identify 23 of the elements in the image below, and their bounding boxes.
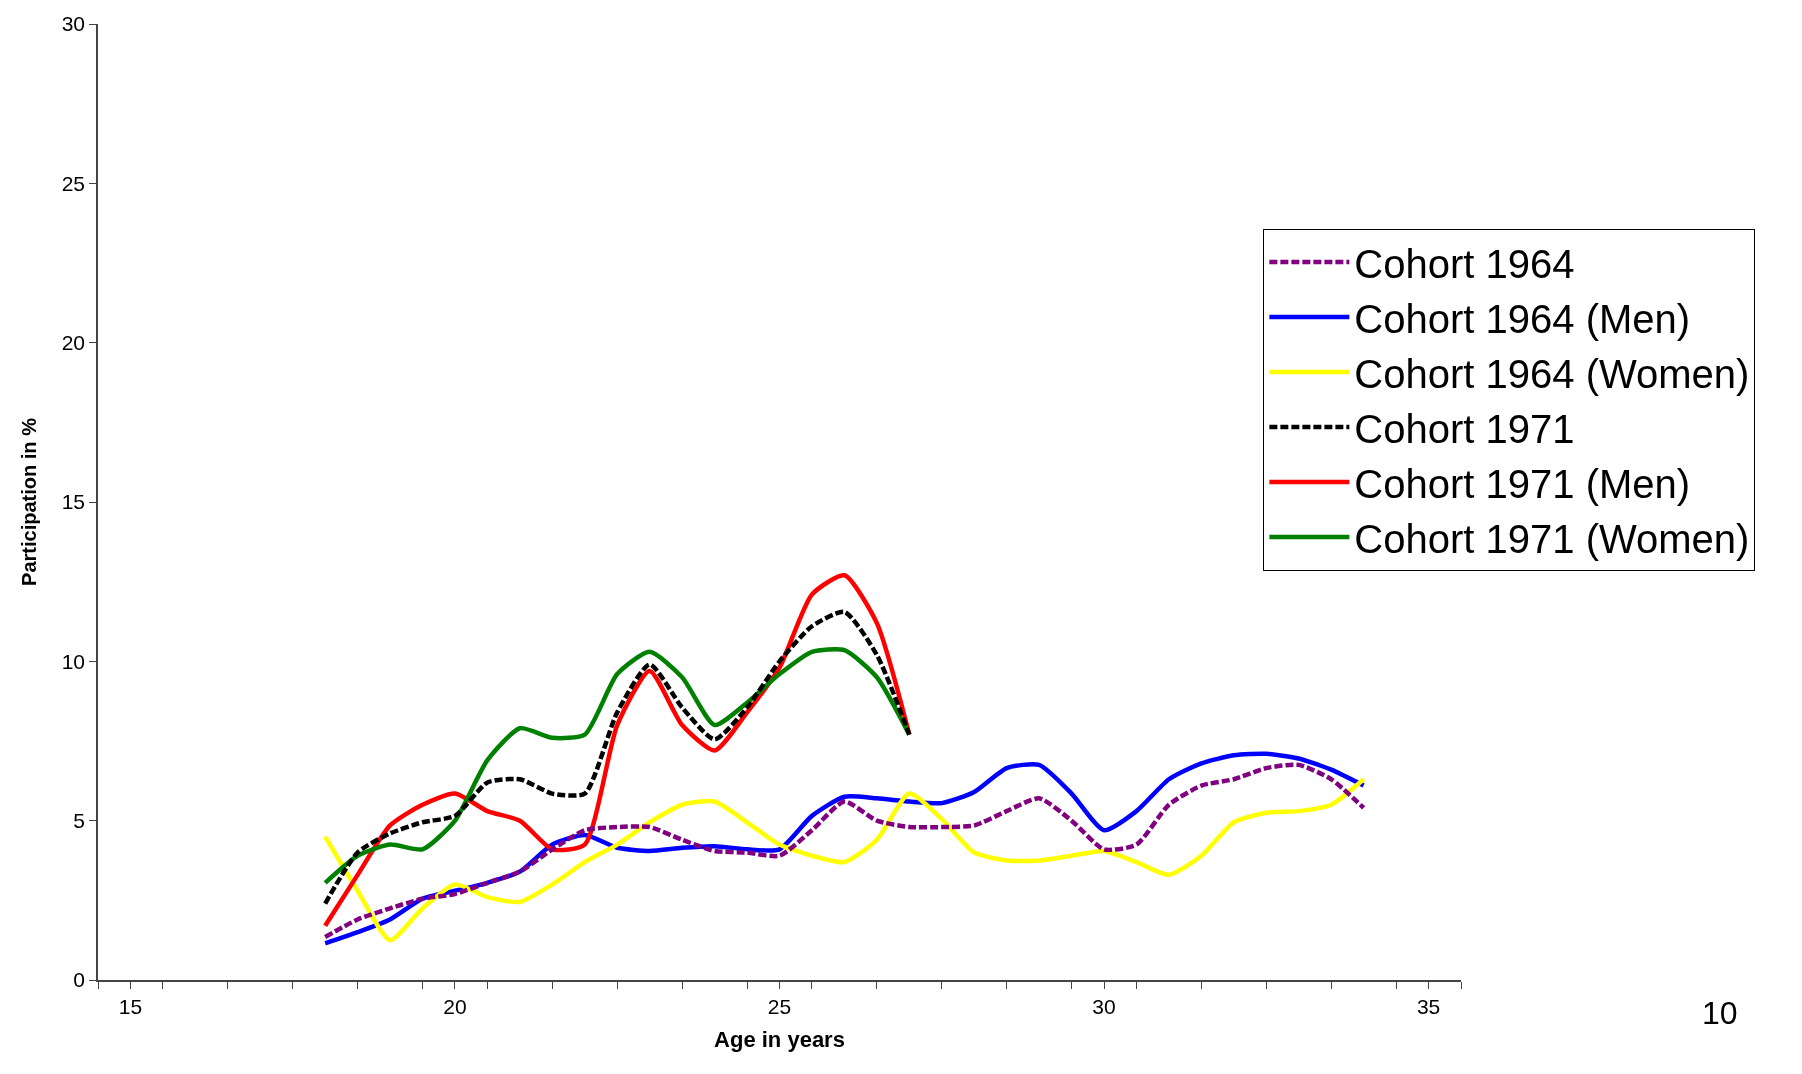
y-axis-title: Participation in % <box>17 417 40 586</box>
x-tick-label: 35 <box>1416 994 1441 1018</box>
x-tick-label: 30 <box>1092 994 1116 1018</box>
x-tick-label: 15 <box>118 994 143 1018</box>
x-tick-label: 25 <box>767 994 792 1018</box>
legend-label: Cohort 1971 (Men) <box>1354 461 1691 506</box>
legend-label: Cohort 1964 (Women) <box>1354 351 1750 396</box>
x-tick-label: 20 <box>443 994 467 1018</box>
y-tick-label: 30 <box>61 12 86 36</box>
line-series <box>322 609 912 906</box>
legend-label: Cohort 1964 (Men) <box>1354 296 1691 341</box>
line-series <box>322 573 912 929</box>
text: 10 <box>1702 995 1738 1031</box>
y-tick-label: 15 <box>61 490 86 514</box>
legend-label: Cohort 1971 <box>1354 406 1575 451</box>
y-tick-label: 10 <box>61 649 86 673</box>
y-tick-label: 25 <box>61 171 86 195</box>
y-tick-label: 5 <box>73 809 86 833</box>
x-axis-title: Age in years <box>714 1027 845 1053</box>
y-tick-label: 20 <box>61 331 86 355</box>
y-tick-label: 0 <box>73 968 86 992</box>
legend-label: Cohort 1971 (Women) <box>1354 516 1750 561</box>
legend-label: Cohort 1964 <box>1354 241 1575 286</box>
